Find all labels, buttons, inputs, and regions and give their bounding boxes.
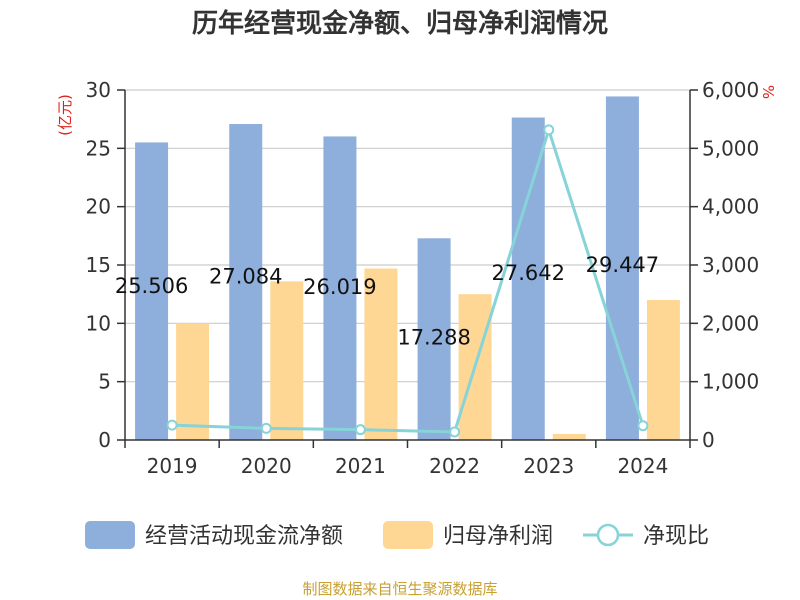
left-tick-label: 5 — [98, 370, 111, 394]
right-tick-label: 5,000 — [702, 136, 759, 160]
legend-label-netprofit: 归母净利润 — [443, 524, 553, 549]
left-tick-label: 15 — [86, 253, 111, 277]
right-tick-label: 3,000 — [702, 253, 759, 277]
data-labels: 25.506 27.084 26.019 17.288 27.642 29.447 — [115, 253, 659, 349]
x-axis-ticks: 2019 2020 2021 2022 2023 2024 — [124, 440, 691, 478]
left-tick-label: 0 — [98, 428, 111, 452]
x-tick-label: 2023 — [523, 454, 574, 478]
ratio-point — [637, 420, 649, 432]
legend-swatch-cashflow — [85, 521, 135, 549]
x-tick-label: 2019 — [147, 454, 198, 478]
right-axis-ticks: 0 1,000 2,000 3,000 4,000 5,000 6,000 — [690, 78, 759, 452]
ratio-polyline — [172, 124, 645, 434]
right-axis-unit: % — [759, 85, 777, 99]
right-tick-label: 6,000 — [702, 78, 759, 102]
x-tick-label: 2024 — [617, 454, 668, 478]
x-tick-label: 2020 — [241, 454, 292, 478]
ratio-point — [449, 426, 461, 438]
left-axis-ticks: 0 5 10 15 20 25 30 — [86, 78, 125, 452]
left-tick-label: 25 — [86, 136, 111, 160]
bar-cashflow — [229, 124, 263, 441]
right-tick-label: 2,000 — [702, 311, 759, 335]
bar-cashflow — [605, 96, 639, 441]
source-note: 制图数据来自恒生聚源数据库 — [302, 580, 497, 598]
bar-value-label: 25.506 — [115, 274, 188, 298]
bar-value-label: 17.288 — [397, 325, 470, 349]
bar-netprofit — [552, 433, 586, 440]
ratio-point — [166, 419, 178, 431]
right-tick-label: 4,000 — [702, 195, 759, 219]
grid-lines — [125, 89, 690, 383]
left-axis-unit: (亿元) — [56, 94, 74, 136]
bar-netprofit — [270, 281, 304, 440]
right-tick-label: 0 — [702, 428, 715, 452]
bar-netprofit — [646, 300, 680, 440]
bar-value-label: 27.084 — [209, 265, 282, 289]
ratio-point — [543, 124, 555, 136]
bar-value-label: 26.019 — [303, 275, 376, 299]
x-tick-label: 2021 — [335, 454, 386, 478]
bar-netprofit — [364, 268, 398, 440]
bar-cashflow — [323, 136, 357, 440]
bar-cashflow — [417, 238, 451, 440]
legend-swatch-ratio-marker — [596, 523, 620, 547]
bar-cashflow — [135, 142, 169, 440]
left-tick-label: 20 — [86, 195, 111, 219]
x-tick-label: 2022 — [429, 454, 480, 478]
ratio-point — [354, 424, 366, 436]
legend: 经营活动现金流净额 归母净利润 净现比 — [85, 521, 709, 549]
ratio-line — [166, 124, 649, 438]
chart-title: 历年经营现金净额、归母净利润情况 — [192, 8, 608, 39]
right-tick-label: 1,000 — [702, 370, 759, 394]
bar-netprofit — [176, 323, 210, 440]
left-tick-label: 30 — [86, 78, 111, 102]
ratio-point — [260, 422, 272, 434]
bar-value-label: 29.447 — [586, 253, 659, 277]
legend-label-cashflow: 经营活动现金流净额 — [145, 524, 343, 549]
bar-value-label: 27.642 — [492, 261, 565, 285]
legend-label-ratio: 净现比 — [643, 524, 709, 549]
legend-swatch-netprofit — [383, 521, 433, 549]
left-tick-label: 10 — [86, 311, 111, 335]
bars — [135, 96, 680, 441]
bar-cashflow — [511, 117, 545, 440]
